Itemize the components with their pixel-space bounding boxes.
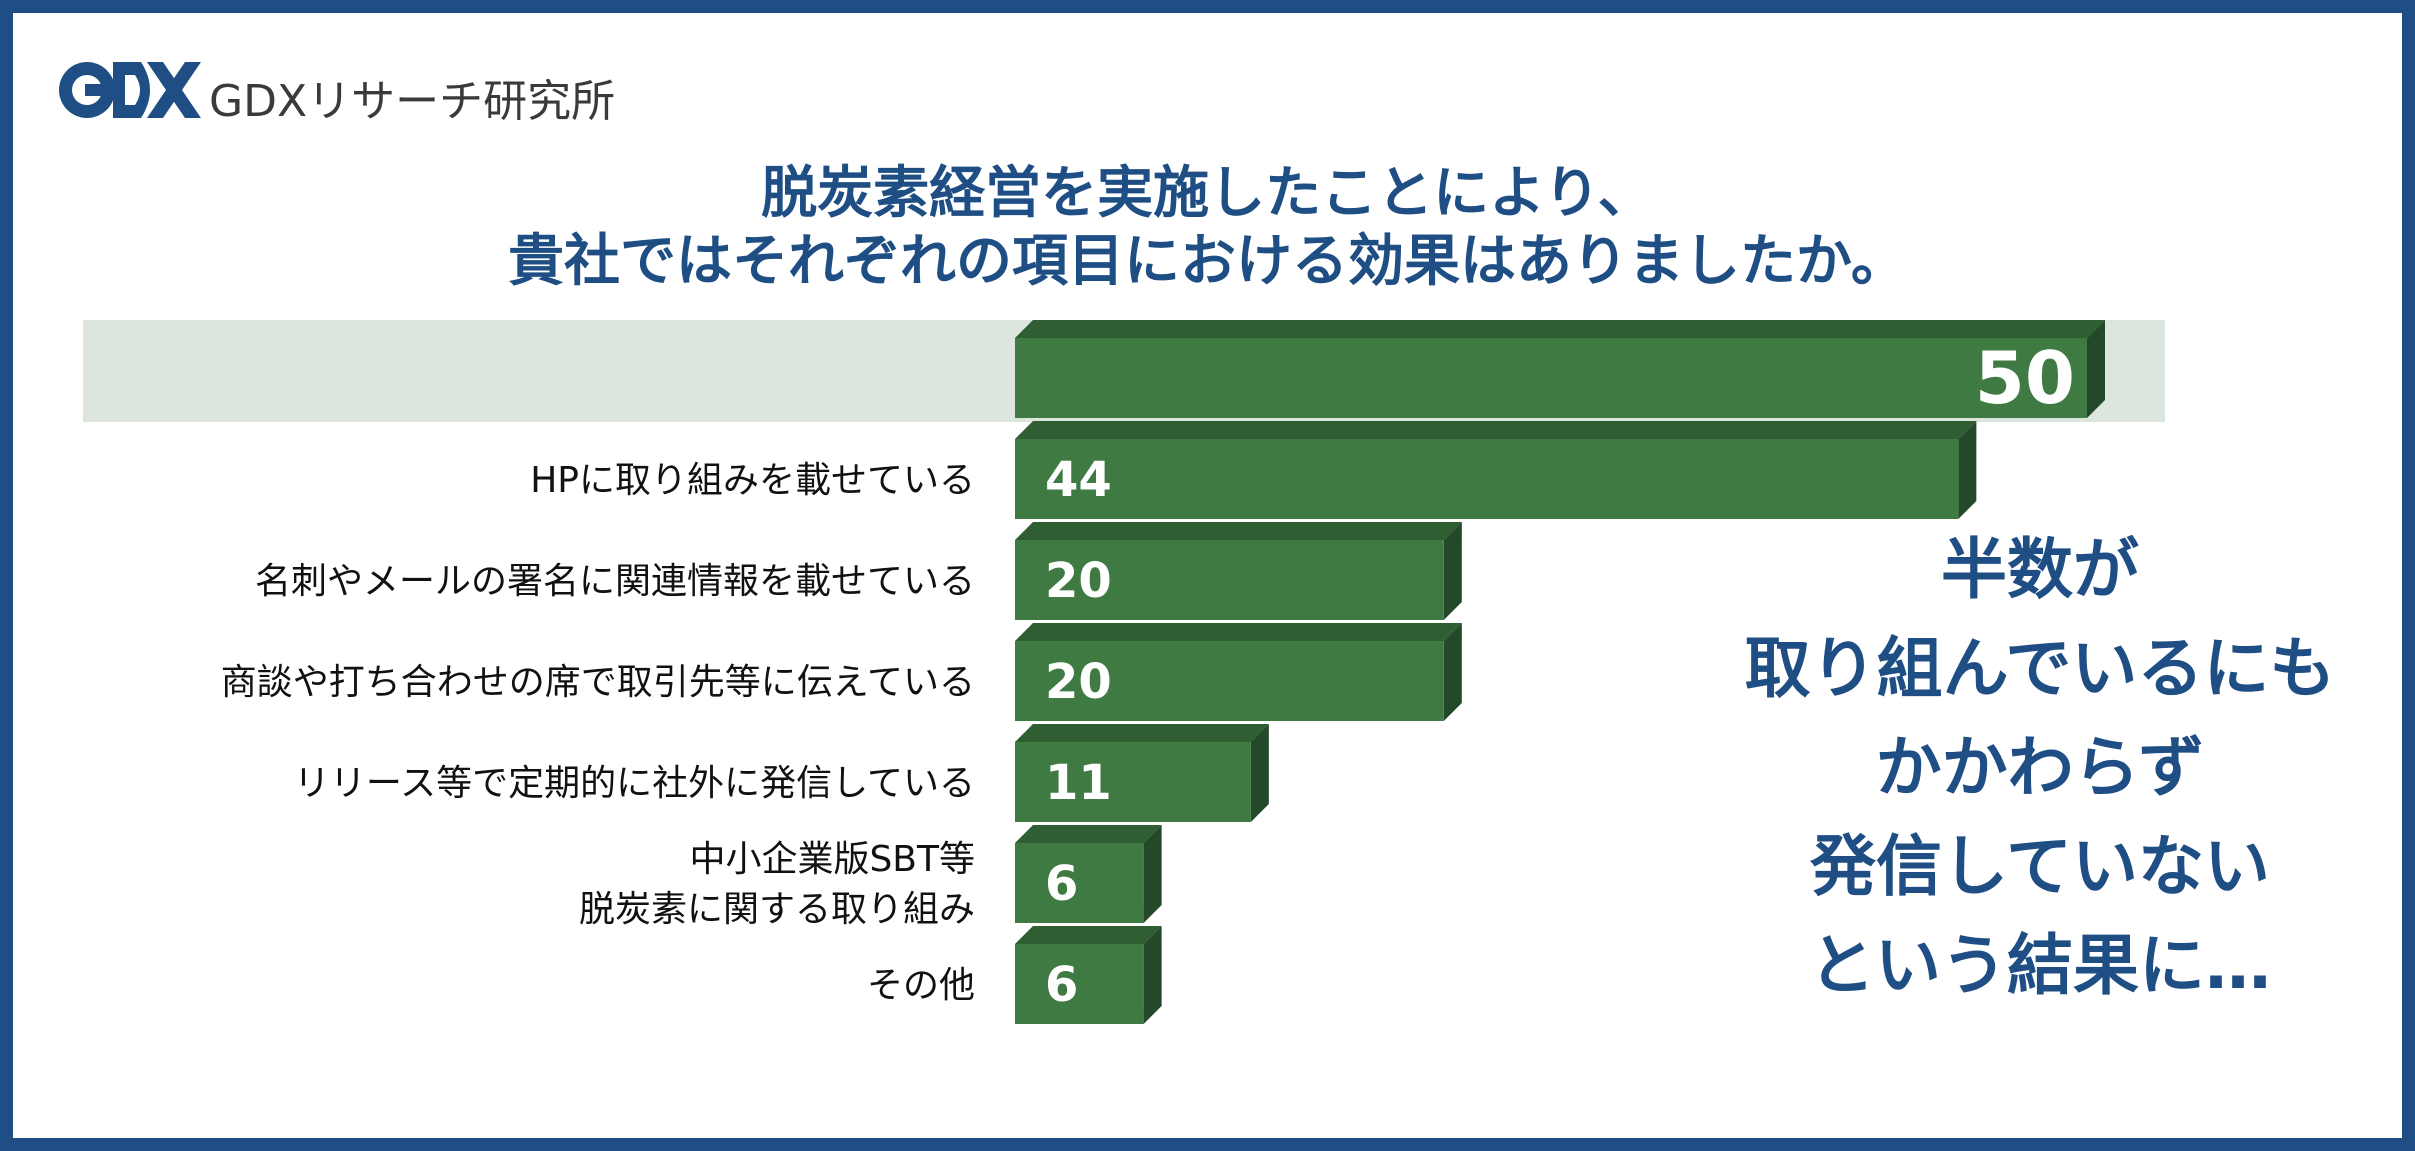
- bar-front-face: [1015, 338, 2087, 418]
- bar-top-face: [1015, 825, 1162, 843]
- bar: [1015, 724, 1269, 822]
- bar-front-face: [1015, 540, 1444, 620]
- bar-top-face: [1015, 926, 1162, 944]
- bar-front-face: [1015, 641, 1444, 721]
- bar-side-face: [2087, 320, 2105, 418]
- callout-line: 取り組んでいるにも: [1744, 630, 2336, 707]
- bar-side-face: [1143, 825, 1162, 923]
- value-label: 6: [1045, 856, 1078, 912]
- category-label: 中小企業版SBT等: [689, 839, 975, 880]
- brand-name: GDXリサーチ研究所: [209, 76, 616, 127]
- bar-front-face: [1015, 439, 1959, 519]
- category-label: 名刺やメールの署名に関連情報を載せている: [255, 561, 975, 602]
- callout-text: 半数が取り組んでいるにも かかわらず発信していない という結果に…: [1700, 520, 2380, 1015]
- bar-side-face: [1958, 421, 1977, 519]
- value-label: 20: [1045, 654, 1112, 710]
- bar-top-face: [1015, 421, 1977, 439]
- value-label: 20: [1045, 553, 1112, 609]
- chart-title: 脱炭素経営を実施したことにより、 貴社ではそれぞれの項目における効果はありました…: [0, 160, 2415, 296]
- bar-side-face: [1443, 522, 1462, 620]
- category-label: 脱炭素に関する取り組み: [579, 889, 975, 930]
- bar: [1015, 825, 1162, 923]
- bar-top-face: [1015, 724, 1269, 742]
- bar-front-face: [1015, 742, 1251, 822]
- bar: [1015, 623, 1462, 721]
- bar: [1015, 320, 2105, 418]
- bar: [1015, 522, 1462, 620]
- bar-top-face: [1015, 320, 2105, 338]
- gdx-logo-icon: [59, 62, 201, 118]
- category-label: その他: [867, 965, 975, 1006]
- bar-front-face: [1015, 843, 1144, 923]
- category-label: リリース等で定期的に社外に発信している: [294, 763, 975, 804]
- callout-line: 半数が: [1941, 531, 2139, 608]
- value-label: 11: [1045, 755, 1112, 811]
- bar-front-face: [1015, 944, 1144, 1024]
- value-label: 50: [1975, 336, 2075, 420]
- category-label: 商談や打ち合わせの席で取引先等に伝えている: [221, 662, 975, 703]
- bar: [1015, 926, 1162, 1024]
- title-line-2: 貴社ではそれぞれの項目における効果はありましたか。: [508, 229, 1907, 294]
- callout-line: という結果に…: [1809, 927, 2271, 1004]
- bar-side-face: [1443, 623, 1462, 721]
- bar-side-face: [1143, 926, 1162, 1024]
- callout-line: かかわらず: [1875, 729, 2205, 806]
- title-line-1: 脱炭素経営を実施したことにより、: [761, 161, 1654, 226]
- bar-top-face: [1015, 522, 1462, 540]
- bar-side-face: [1250, 724, 1269, 822]
- value-label: 44: [1045, 452, 1112, 508]
- bar: [1015, 421, 1977, 519]
- value-label: 6: [1045, 957, 1078, 1013]
- category-label: HPに取り組みを載せている: [530, 460, 975, 501]
- bar-top-face: [1015, 623, 1462, 641]
- callout-line: 発信していない: [1809, 828, 2271, 905]
